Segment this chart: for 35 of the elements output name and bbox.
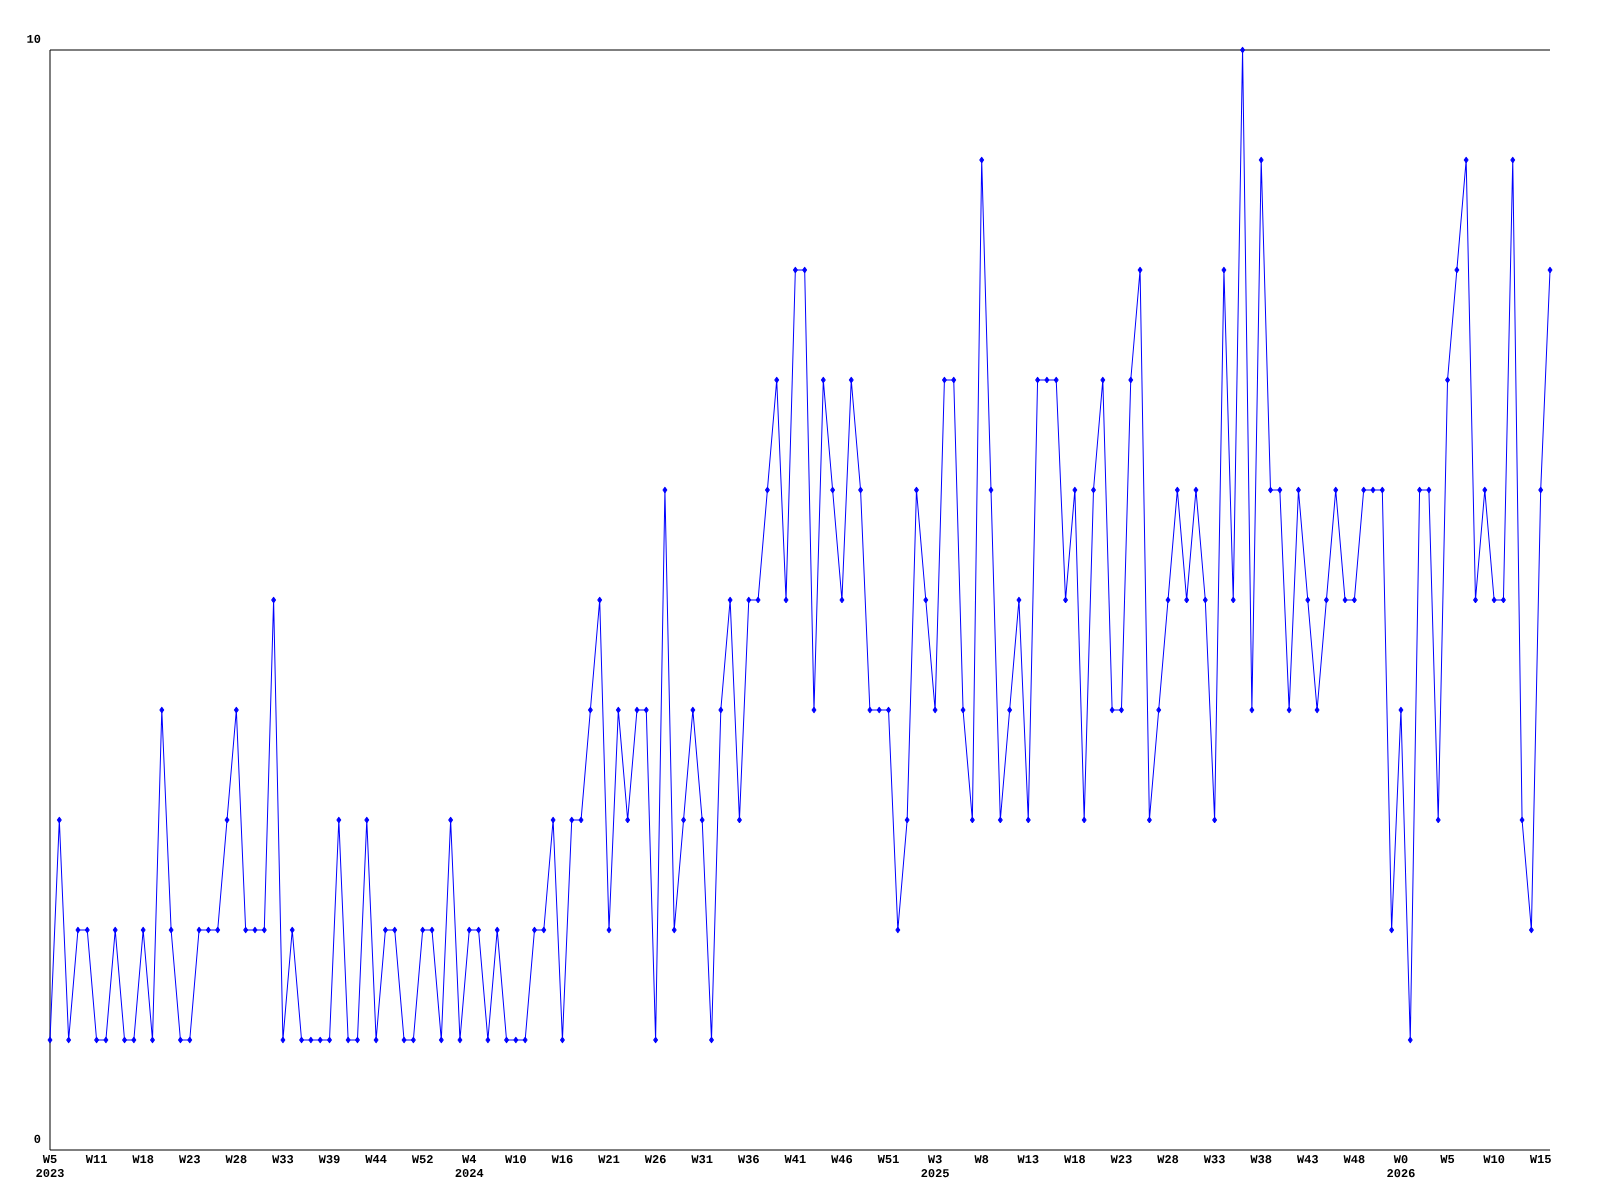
x-tick-label: W31 [691,1155,713,1164]
x-tick-label: W28 [1157,1155,1179,1164]
x-tick-label: W26 [644,1155,666,1164]
x-tick-label: W41 [784,1155,806,1163]
x-tick-label: W46 [831,1155,853,1164]
x-tick-label: W18 [132,1155,154,1164]
x-tick-label: W52 [411,1155,433,1164]
x-tick-label: W3 2025 [921,1155,949,1178]
x-tick-label: W48 [1343,1155,1365,1164]
x-tick-label: W0 2026 [1387,1155,1415,1178]
y-tick-label: 10 [27,34,41,43]
x-tick-label: W23 [1110,1155,1132,1164]
x-tick-label: W10 [1483,1155,1505,1164]
x-tick-label: W18 [1064,1155,1086,1164]
x-tick-label: W11 [85,1155,107,1163]
x-tick-label: W44 [365,1155,387,1163]
x-tick-label: W15 [1529,1155,1551,1164]
x-tick-label: W28 [225,1155,247,1164]
x-tick-label: W33 [1203,1155,1225,1164]
x-tick-label: W4 2024 [455,1155,484,1178]
x-tick-label: W51 [877,1155,899,1164]
x-tick-label: W5 2023 [36,1155,64,1178]
x-tick-label: W8 [974,1155,989,1164]
x-tick-label: W16 [551,1155,573,1164]
x-tick-label: W21 [598,1155,620,1164]
x-tick-label: W38 [1250,1155,1272,1164]
x-tick-label: W10 [505,1155,526,1164]
y-tick-label: 0 [34,1134,41,1143]
x-tick-label: W13 [1017,1155,1039,1164]
x-tick-label: W36 [737,1155,759,1164]
x-tick-label: W39 [318,1155,340,1164]
x-tick-label: W23 [178,1155,200,1164]
x-tick-label: W43 [1296,1155,1318,1164]
x-tick-label: W5 [1440,1155,1455,1164]
x-tick-label: W33 [272,1155,294,1164]
